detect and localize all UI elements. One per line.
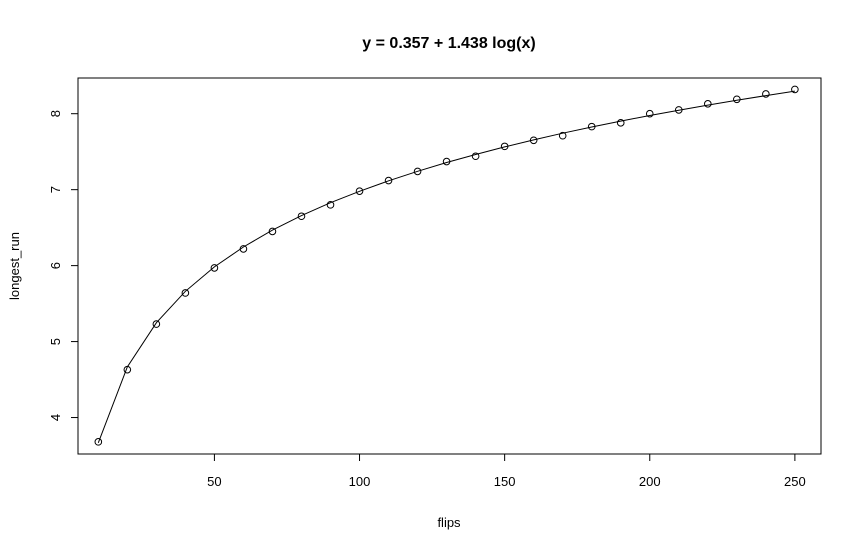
x-tick-label: 250	[784, 474, 806, 489]
data-point	[674, 106, 683, 114]
data-point	[355, 187, 364, 195]
plot-frame	[77, 77, 822, 455]
x-tick-label: 150	[494, 474, 516, 489]
x-tick-label: 200	[639, 474, 661, 489]
x-tick-label: 100	[349, 474, 371, 489]
data-point	[471, 152, 480, 161]
data-point	[326, 201, 335, 209]
data-point	[210, 264, 219, 272]
data-point	[616, 119, 625, 127]
y-axis: 4 5 6 7 8	[48, 110, 79, 421]
chart-title: y = 0.357 + 1.438 log(x)	[362, 35, 535, 52]
x-axis-label: flips	[437, 515, 461, 530]
data-point	[94, 438, 103, 446]
data-point	[733, 95, 741, 104]
data-point	[704, 100, 712, 108]
data-point	[152, 320, 161, 328]
x-axis: 50 100 150 200 250	[207, 453, 806, 489]
fitted-curve	[97, 90, 795, 443]
data-point	[297, 212, 306, 221]
y-axis-label: longest_run	[7, 232, 22, 300]
data-point	[762, 90, 770, 98]
data-point	[123, 365, 132, 374]
data-point	[239, 245, 248, 253]
x-tick-label: 50	[207, 474, 221, 489]
data-point	[645, 109, 654, 118]
data-point	[587, 122, 596, 131]
data-point	[500, 142, 509, 151]
data-point	[791, 85, 799, 94]
data-point	[529, 136, 538, 145]
y-tick-label: 7	[48, 186, 63, 193]
y-tick-label: 6	[48, 262, 63, 269]
data-point	[442, 157, 451, 166]
data-point	[558, 131, 567, 140]
data-point	[384, 176, 393, 185]
data-point	[413, 167, 422, 176]
data-point	[181, 289, 190, 297]
y-tick-label: 4	[48, 414, 63, 421]
y-tick-label: 5	[48, 338, 63, 345]
y-tick-label: 8	[48, 110, 63, 117]
plot-area	[94, 85, 799, 446]
data-point	[268, 227, 277, 236]
